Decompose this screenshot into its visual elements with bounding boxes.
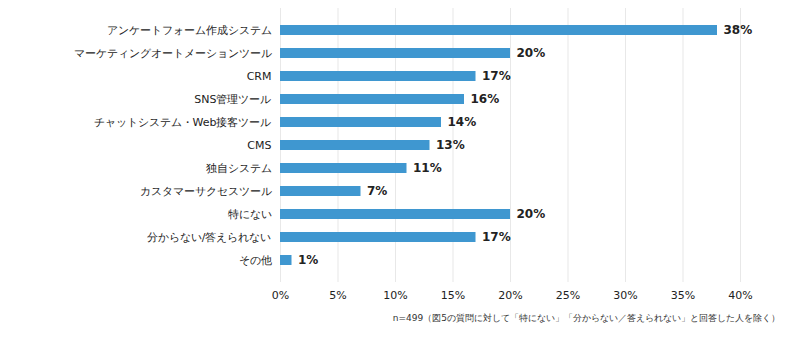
svg-text:17%: 17% — [482, 69, 511, 83]
svg-text:20%: 20% — [498, 289, 522, 302]
svg-text:25%: 25% — [556, 289, 580, 302]
svg-text:35%: 35% — [671, 289, 695, 302]
svg-text:15%: 15% — [441, 289, 465, 302]
svg-text:1%: 1% — [298, 253, 318, 267]
svg-text:SNS管理ツール: SNS管理ツール — [194, 93, 271, 106]
svg-text:14%: 14% — [448, 115, 477, 129]
svg-text:特にない: 特にない — [228, 208, 272, 221]
svg-text:20%: 20% — [517, 207, 546, 221]
svg-text:マーケティングオートメーションツール: マーケティングオートメーションツール — [74, 47, 272, 60]
svg-text:40%: 40% — [728, 289, 752, 302]
svg-text:CRM: CRM — [247, 70, 272, 83]
svg-text:その他: その他 — [239, 254, 272, 267]
svg-text:11%: 11% — [413, 161, 442, 175]
svg-text:38%: 38% — [724, 23, 753, 37]
svg-text:13%: 13% — [436, 138, 465, 152]
svg-text:10%: 10% — [383, 289, 407, 302]
svg-text:分からない/答えられない: 分からない/答えられない — [147, 231, 272, 244]
svg-text:アンケートフォーム作成システム: アンケートフォーム作成システム — [107, 24, 272, 37]
svg-text:独自システム: 独自システム — [206, 162, 272, 175]
svg-text:7%: 7% — [367, 184, 387, 198]
svg-text:0%: 0% — [272, 289, 289, 302]
svg-text:30%: 30% — [613, 289, 637, 302]
svg-text:5%: 5% — [329, 289, 346, 302]
svg-text:20%: 20% — [517, 46, 546, 60]
svg-text:カスタマーサクセスツール: カスタマーサクセスツール — [140, 185, 272, 198]
svg-text:16%: 16% — [471, 92, 500, 106]
svg-text:CMS: CMS — [247, 139, 271, 152]
svg-text:チャットシステム・Web接客ツール: チャットシステム・Web接客ツール — [94, 116, 272, 129]
svg-text:17%: 17% — [482, 230, 511, 244]
html-text:n=499（図5の質問に対して「特にない」「分からない／答え: n=499（図5の質問に対して「特にない」「分からない／答えられない」と回答した… — [392, 313, 780, 323]
